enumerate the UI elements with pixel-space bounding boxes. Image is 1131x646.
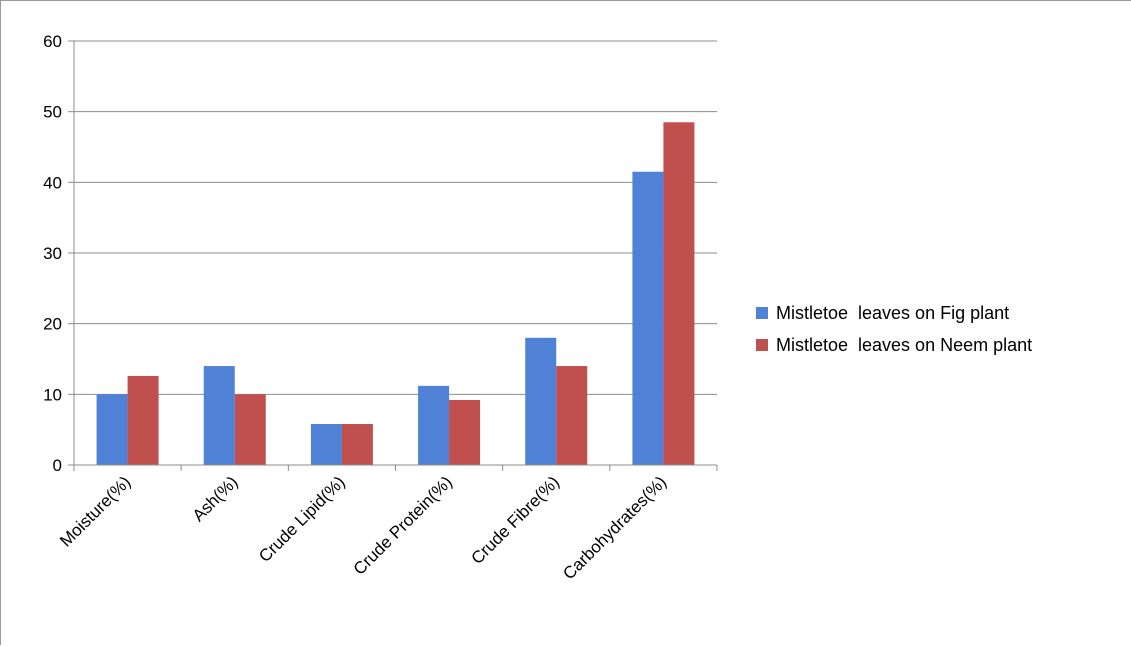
bar-neem-5 <box>663 122 695 466</box>
legend-swatch-neem <box>756 339 768 351</box>
legend-item-fig: Mistletoe leaves on Fig plant <box>756 297 1032 329</box>
x-category-label-0: Moisture(%) <box>56 472 134 550</box>
bar-fig-0 <box>96 394 128 465</box>
y-tick-label-30: 30 <box>43 244 62 263</box>
legend-swatch-fig <box>756 307 768 319</box>
y-tick-label-10: 10 <box>43 385 62 404</box>
bar-neem-3 <box>449 399 481 465</box>
y-tick-label-50: 50 <box>43 103 62 122</box>
legend: Mistletoe leaves on Fig plant Mistletoe … <box>756 297 1032 361</box>
bar-neem-0 <box>127 375 159 465</box>
bar-neem-4 <box>556 366 588 465</box>
x-category-label-4: Crude Fibre(%) <box>467 472 563 568</box>
bar-fig-2 <box>310 424 342 465</box>
x-category-label-5: Carbohydrates(%) <box>559 472 670 583</box>
axes <box>68 40 718 471</box>
bars <box>96 122 695 466</box>
y-tick-label-60: 60 <box>43 32 62 51</box>
legend-item-neem: Mistletoe leaves on Neem plant <box>756 329 1032 361</box>
y-tick-label-20: 20 <box>43 315 62 334</box>
y-tick-labels: 0 10 20 30 40 50 60 <box>43 32 62 475</box>
bar-neem-2 <box>341 424 373 465</box>
bar-fig-3 <box>418 385 450 465</box>
bar-fig-1 <box>203 366 235 465</box>
legend-label-neem: Mistletoe leaves on Neem plant <box>776 334 1033 355</box>
y-tick-label-0: 0 <box>53 456 62 475</box>
legend-label-fig: Mistletoe leaves on Fig plant <box>776 302 1010 323</box>
bar-fig-4 <box>525 337 557 465</box>
y-tick-label-40: 40 <box>43 173 62 192</box>
x-category-label-1: Ash(%) <box>189 472 242 525</box>
x-category-label-2: Crude Lipid(%) <box>255 472 349 566</box>
gridlines <box>74 40 717 395</box>
x-category-labels: Moisture(%) Ash(%) Crude Lipid(%) Crude Pro… <box>56 472 670 583</box>
bar-fig-5 <box>632 171 664 465</box>
x-category-label-3: Crude Protein(%) <box>350 472 456 578</box>
bar-neem-1 <box>234 394 266 465</box>
